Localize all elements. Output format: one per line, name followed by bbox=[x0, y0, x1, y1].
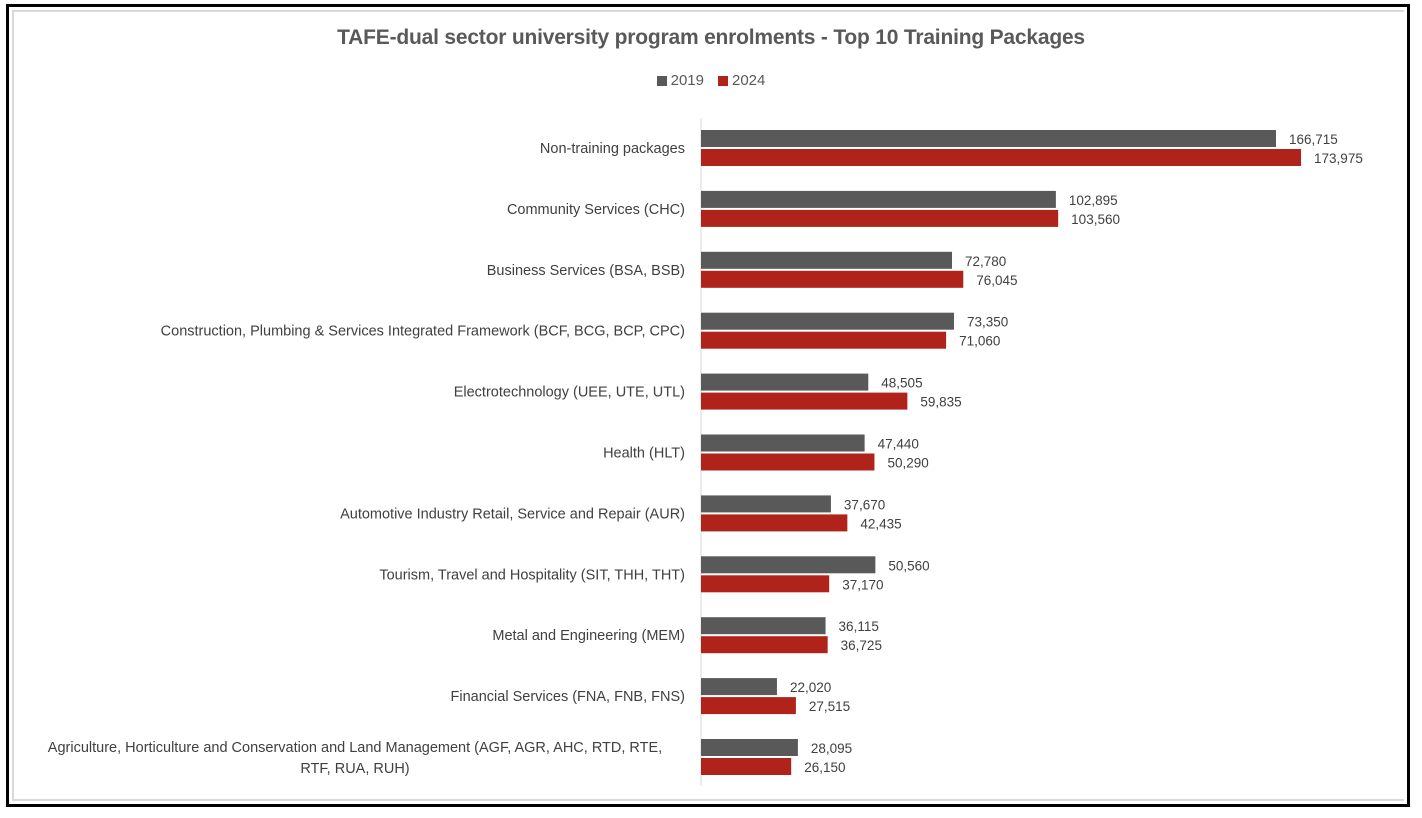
bar-2019 bbox=[701, 251, 953, 269]
category-label: Financial Services (FNA, FNB, FNS) bbox=[451, 689, 685, 705]
bar-2019 bbox=[701, 130, 1276, 147]
data-label-2019: 166,715 bbox=[1289, 132, 1338, 147]
bar-2024 bbox=[701, 392, 908, 410]
data-label-2019: 50,560 bbox=[888, 558, 929, 573]
category-label-line: Agriculture, Horticulture and Conservati… bbox=[48, 740, 662, 756]
data-label-2024: 71,060 bbox=[959, 334, 1000, 349]
data-label-2024: 76,045 bbox=[976, 273, 1017, 288]
category-label: Business Services (BSA, BSB) bbox=[487, 263, 685, 279]
category-label-line: RTF, RUA, RUH) bbox=[300, 761, 409, 777]
bar-2024 bbox=[701, 149, 1302, 166]
category-label: Electrotechnology (UEE, UTE, UTL) bbox=[454, 385, 685, 401]
chart-title: TAFE-dual sector university program enro… bbox=[337, 26, 1085, 49]
category-label: Automotive Industry Retail, Service and … bbox=[340, 506, 685, 522]
data-label-2019: 48,505 bbox=[881, 376, 922, 391]
legend-item-2024: 2024 bbox=[718, 72, 765, 89]
bar-2024 bbox=[701, 758, 792, 775]
bar-2019 bbox=[701, 617, 826, 635]
data-label-2019: 73,350 bbox=[967, 315, 1008, 330]
data-label-2024: 36,725 bbox=[841, 638, 882, 653]
category-label: Non-training packages bbox=[540, 141, 685, 157]
bar-2024 bbox=[701, 331, 947, 349]
legend-item-2019: 2019 bbox=[656, 72, 704, 89]
data-label-2019: 36,115 bbox=[839, 619, 879, 634]
legend-label-2024: 2024 bbox=[732, 72, 766, 89]
category-label: Agriculture, Horticulture and Conservati… bbox=[48, 740, 662, 777]
chart-legend: 2019 2024 bbox=[0, 72, 1422, 89]
bar-2024 bbox=[701, 270, 964, 288]
legend-swatch-2024 bbox=[718, 75, 728, 86]
category-label: Construction, Plumbing & Services Integr… bbox=[161, 324, 685, 340]
legend-label-2019: 2019 bbox=[670, 72, 704, 89]
bar-2019 bbox=[701, 312, 954, 330]
bar-2019 bbox=[701, 495, 831, 513]
bar-2024 bbox=[701, 575, 830, 593]
data-label-2024: 59,835 bbox=[920, 395, 961, 410]
bar-2024 bbox=[701, 636, 828, 654]
data-label-2024: 50,290 bbox=[887, 456, 928, 471]
category-label: Community Services (CHC) bbox=[507, 202, 685, 218]
bar-2024 bbox=[701, 453, 875, 471]
data-label-2019: 72,780 bbox=[965, 254, 1006, 269]
category-label: Health (HLT) bbox=[603, 446, 685, 462]
bar-2019 bbox=[701, 739, 798, 756]
chart-frame-inner bbox=[12, 10, 1404, 801]
data-label-2019: 102,895 bbox=[1069, 193, 1118, 208]
bar-2024 bbox=[701, 697, 796, 715]
data-label-2024: 26,150 bbox=[804, 760, 845, 775]
bar-2019 bbox=[701, 373, 869, 391]
legend-swatch-2019 bbox=[656, 75, 667, 86]
data-label-2019: 37,670 bbox=[844, 497, 885, 512]
data-label-2019: 28,095 bbox=[811, 741, 852, 756]
category-label: Tourism, Travel and Hospitality (SIT, TH… bbox=[379, 567, 685, 583]
bar-2019 bbox=[701, 678, 777, 696]
data-label-2024: 37,170 bbox=[842, 577, 883, 592]
data-label-2019: 47,440 bbox=[878, 437, 919, 452]
data-label-2024: 27,515 bbox=[809, 699, 850, 714]
data-label-2024: 103,560 bbox=[1071, 212, 1120, 227]
data-label-2024: 42,435 bbox=[860, 516, 901, 531]
data-label-2019: 22,020 bbox=[790, 680, 831, 695]
bar-2024 bbox=[701, 209, 1059, 227]
bar-2019 bbox=[701, 434, 865, 452]
bar-2019 bbox=[701, 556, 876, 574]
data-label-2024: 173,975 bbox=[1314, 151, 1363, 166]
category-label: Metal and Engineering (MEM) bbox=[492, 628, 685, 644]
bar-2024 bbox=[701, 514, 848, 532]
bar-2019 bbox=[701, 190, 1056, 208]
